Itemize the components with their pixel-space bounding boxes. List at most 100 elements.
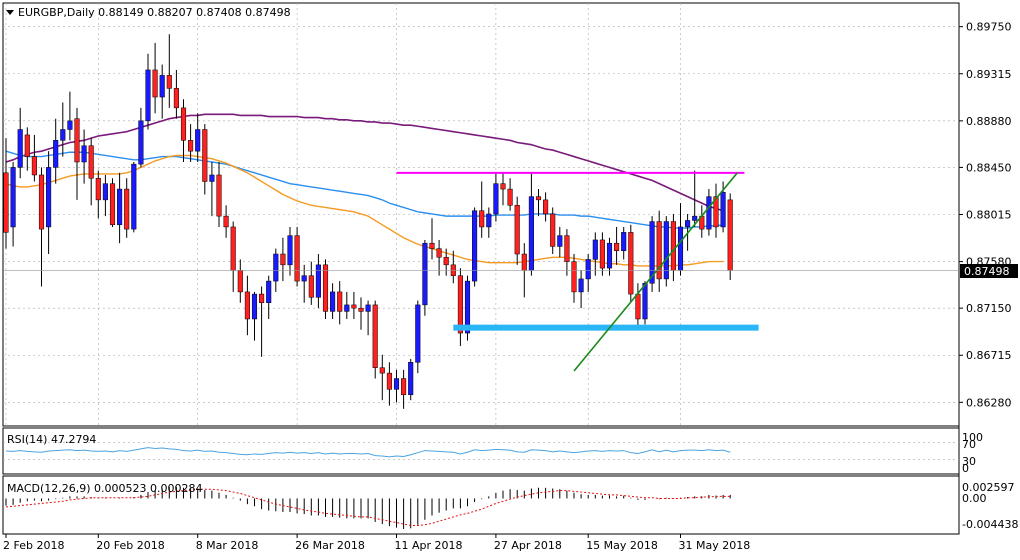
candle-body bbox=[408, 362, 414, 396]
candle-body bbox=[401, 378, 407, 396]
drawn-lines bbox=[3, 171, 959, 372]
time-tick-label: 8 Mar 2018 bbox=[196, 539, 259, 552]
candle-body bbox=[443, 257, 449, 266]
time-tick-label: 26 Mar 2018 bbox=[295, 539, 365, 552]
candle-body bbox=[38, 174, 45, 230]
candle bbox=[202, 124, 208, 195]
candle-body bbox=[436, 248, 442, 258]
candle-body bbox=[67, 120, 73, 130]
price-tick-label: 0.88880 bbox=[966, 115, 1012, 128]
candle-body bbox=[727, 199, 733, 271]
price-axis: 0.897500.893150.888800.884500.880150.875… bbox=[959, 21, 1012, 409]
candle-body bbox=[656, 221, 662, 280]
candle-body bbox=[578, 278, 584, 293]
time-tick-label: 2 Feb 2018 bbox=[3, 539, 64, 552]
candle-body bbox=[720, 192, 726, 228]
candle bbox=[124, 178, 130, 238]
candle bbox=[17, 107, 23, 179]
candle-body bbox=[415, 304, 421, 363]
candle-body bbox=[102, 183, 108, 201]
candle bbox=[301, 264, 307, 303]
candle-body bbox=[53, 140, 59, 168]
candle-body bbox=[46, 167, 52, 228]
candle-body bbox=[677, 226, 684, 271]
candle bbox=[436, 239, 442, 276]
candle-body bbox=[571, 261, 577, 293]
candle-body bbox=[493, 183, 499, 215]
candle bbox=[266, 275, 272, 319]
candle bbox=[486, 207, 492, 238]
candle-body bbox=[486, 213, 492, 228]
candle bbox=[180, 99, 187, 162]
candle-body bbox=[308, 275, 314, 298]
candle bbox=[95, 170, 101, 219]
candle-body bbox=[287, 235, 293, 266]
candle bbox=[628, 224, 634, 303]
candle bbox=[457, 268, 463, 347]
candle-body bbox=[124, 188, 130, 230]
candle-body bbox=[592, 239, 598, 260]
rsi-level-70: 70 bbox=[962, 438, 976, 451]
candle bbox=[543, 192, 549, 222]
symbol-header: EURGBP,Daily 0.88149 0.88207 0.87408 0.8… bbox=[18, 6, 291, 19]
candle bbox=[472, 207, 478, 287]
candle bbox=[564, 229, 570, 276]
candle-body bbox=[337, 291, 343, 312]
candle-body bbox=[535, 196, 542, 201]
candle-body bbox=[358, 307, 364, 312]
candle-body bbox=[365, 304, 371, 312]
candle bbox=[251, 291, 258, 341]
dropdown-triangle-icon[interactable] bbox=[6, 10, 14, 15]
candle bbox=[337, 281, 343, 325]
candle-body bbox=[564, 235, 570, 262]
candle-body bbox=[294, 235, 300, 282]
candle bbox=[606, 237, 613, 276]
candle bbox=[3, 138, 9, 249]
candle-body bbox=[273, 253, 279, 282]
candle-body bbox=[670, 221, 676, 271]
candle bbox=[88, 138, 94, 206]
candle-body bbox=[649, 221, 655, 284]
rsi-line bbox=[5, 447, 731, 458]
candle-body bbox=[166, 75, 172, 89]
candle-body bbox=[521, 253, 527, 271]
price-tick-label: 0.86715 bbox=[966, 349, 1012, 362]
candle-body bbox=[379, 367, 385, 374]
candle bbox=[166, 34, 172, 108]
candle bbox=[585, 254, 591, 292]
candle-body bbox=[209, 174, 215, 182]
rsi-level-30: 30 bbox=[962, 455, 976, 468]
sma-purple-line bbox=[5, 113, 724, 212]
candle-body bbox=[422, 242, 428, 306]
candle bbox=[614, 226, 620, 265]
candle-body bbox=[188, 140, 194, 152]
candle bbox=[415, 300, 421, 374]
candle bbox=[308, 261, 314, 305]
candle bbox=[195, 113, 201, 162]
candle-body bbox=[330, 291, 336, 312]
candle bbox=[507, 178, 513, 211]
candlesticks bbox=[3, 34, 733, 409]
candle bbox=[642, 281, 648, 325]
candle-body bbox=[131, 163, 137, 230]
candle bbox=[592, 232, 598, 276]
candle-body bbox=[251, 293, 258, 320]
candle bbox=[24, 127, 30, 171]
candle bbox=[379, 354, 385, 401]
candle-body bbox=[322, 264, 329, 312]
candle-body bbox=[81, 145, 87, 163]
candle bbox=[188, 124, 194, 162]
price-tick-label: 0.89315 bbox=[966, 68, 1012, 81]
candle-body bbox=[138, 120, 144, 165]
candle bbox=[74, 107, 80, 200]
time-tick-label: 20 Feb 2018 bbox=[96, 539, 164, 552]
candle-body bbox=[109, 183, 116, 226]
candle bbox=[550, 207, 556, 255]
candle-body bbox=[543, 199, 549, 215]
candle bbox=[493, 172, 499, 222]
macd-indicator bbox=[5, 487, 731, 530]
candle bbox=[330, 283, 336, 319]
macd-signal-line bbox=[5, 488, 731, 526]
